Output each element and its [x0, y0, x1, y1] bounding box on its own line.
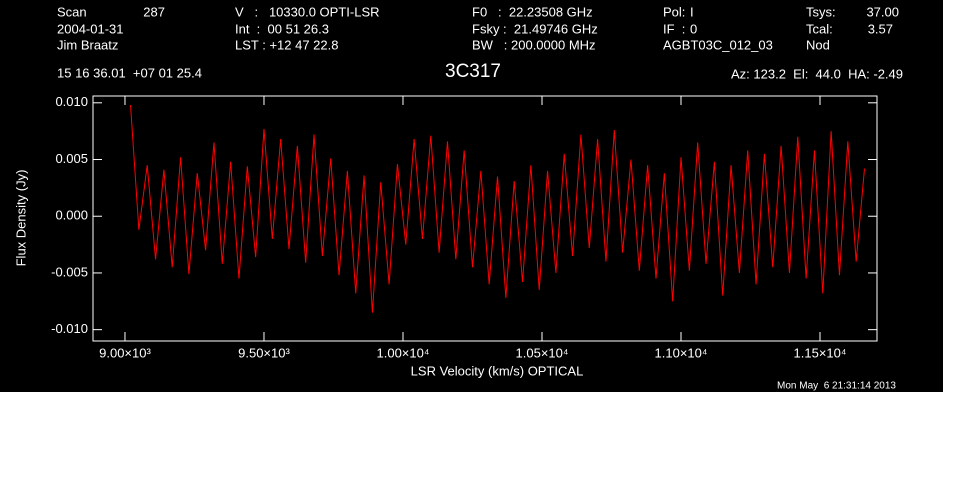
x-tick-label: 9.00×10³	[99, 345, 151, 360]
header-text: I	[690, 4, 694, 19]
chart-title: 3C317	[445, 61, 501, 82]
header-text: 2004-01-31	[57, 21, 124, 36]
background	[0, 0, 943, 392]
header-text: AGBT03C_012_03	[663, 37, 773, 52]
header-text: Tcal:	[806, 21, 833, 36]
header-text: 287	[143, 4, 165, 19]
spectrum-line	[130, 105, 865, 313]
header-text: V : 10330.0 OPTI-LSR	[235, 4, 380, 19]
x-tick-label: 1.05×10⁴	[516, 345, 569, 360]
header-text: Jim Braatz	[57, 37, 118, 52]
x-tick-label: 1.15×10⁴	[794, 345, 847, 360]
y-tick-label: -0.010	[51, 321, 88, 336]
header-text: F0 : 22.23508 GHz	[472, 4, 593, 19]
plot-frame	[92, 95, 878, 342]
timestamp: Mon May 6 21:31:14 2013	[777, 381, 896, 392]
header-text: 3.57	[868, 21, 893, 36]
header-text: 15 16 36.01 +07 01 25.4	[57, 65, 202, 80]
header-text: Scan	[57, 4, 87, 19]
header-text: Tsys:	[806, 4, 836, 19]
header-text: IF :	[663, 21, 685, 36]
header-text: BW : 200.0000 MHz	[472, 37, 596, 52]
chart: Scan 287 V : 10330.0 OPTI-LSR F0 : 22.23…	[0, 0, 943, 392]
header-text: LST : +12 47 22.8	[235, 37, 338, 52]
header-text: Az: 123.2 El: 44.0 HA: -2.49	[731, 66, 903, 81]
header-text: Int : 00 51 26.3	[235, 21, 329, 36]
x-tick-label: 1.00×10⁴	[377, 345, 430, 360]
x-tick-label: 9.50×10³	[238, 345, 290, 360]
x-axis-label: LSR Velocity (km/s) OPTICAL	[411, 363, 584, 378]
x-tick-label: 1.10×10⁴	[655, 345, 708, 360]
y-tick-label: 0.005	[55, 151, 88, 166]
y-tick-label: 0.000	[55, 208, 88, 223]
header-text: 37.00	[866, 4, 899, 19]
header-text: 0	[690, 21, 697, 36]
y-axis-label: Flux Density (Jy)	[13, 170, 28, 267]
header-text: Pol:	[663, 4, 685, 19]
header-text: Nod	[806, 37, 830, 52]
header-text: Fsky : 21.49746 GHz	[472, 21, 598, 36]
y-tick-label: -0.005	[51, 264, 88, 279]
y-tick-label: 0.010	[55, 94, 88, 109]
